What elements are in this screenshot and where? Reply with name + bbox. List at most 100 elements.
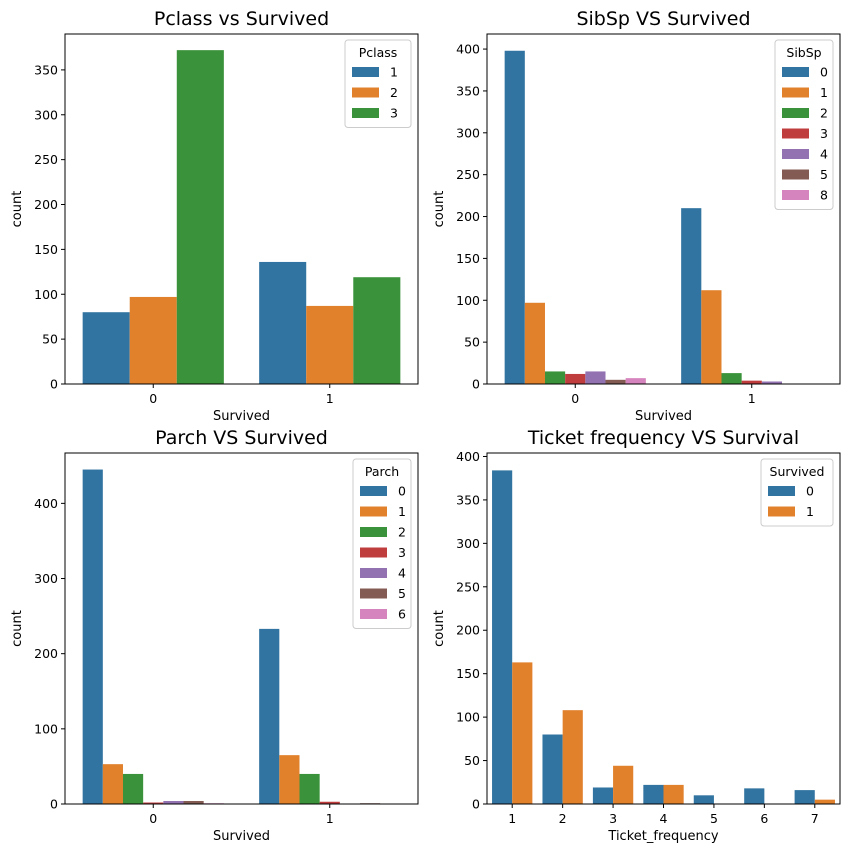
legend-label-3: 3 bbox=[820, 126, 828, 141]
legend-label-2: 2 bbox=[820, 106, 828, 121]
legend-swatch-5 bbox=[782, 169, 809, 180]
legend-swatch-5 bbox=[360, 588, 387, 599]
x-tick-label: 0 bbox=[571, 391, 579, 406]
legend-label-5: 5 bbox=[820, 167, 828, 182]
bar-3-0 bbox=[592, 787, 614, 804]
y-tick-label: 100 bbox=[456, 710, 480, 725]
axes-frame bbox=[64, 33, 419, 385]
legend-swatch-3 bbox=[352, 108, 379, 118]
legend-label-2: 2 bbox=[398, 525, 406, 540]
y-tick-label: 300 bbox=[456, 536, 480, 551]
bar-1-2 bbox=[721, 373, 742, 384]
chart-title: Pclass vs Survived bbox=[154, 8, 329, 30]
axes-frame bbox=[486, 33, 841, 385]
legend-label-0: 0 bbox=[398, 484, 406, 499]
bar-1-4 bbox=[761, 381, 783, 384]
bar-0-1 bbox=[524, 302, 545, 384]
bar-0-2 bbox=[544, 371, 566, 384]
bar-0-0 bbox=[82, 469, 103, 804]
y-tick-label: 200 bbox=[34, 197, 58, 212]
x-tick-label: 3 bbox=[609, 811, 617, 826]
x-tick-label: 2 bbox=[559, 811, 567, 826]
legend: Survived 0 1 bbox=[760, 458, 834, 527]
x-axis-label: Ticket_frequency bbox=[607, 829, 718, 844]
legend-swatch-2 bbox=[782, 108, 809, 118]
subplot-1: 0 50 100 150 200 250 300 350 0 1 Survived count Pcla… bbox=[10, 8, 419, 424]
bar-0-2 bbox=[122, 773, 144, 804]
y-tick-label: 250 bbox=[34, 152, 58, 167]
bar-0-3 bbox=[176, 50, 224, 385]
bar-1-3 bbox=[741, 380, 762, 384]
bar-5-0 bbox=[693, 795, 714, 804]
legend-title: Parch bbox=[365, 464, 399, 479]
bar-1-0 bbox=[259, 628, 280, 804]
legend-label-0: 0 bbox=[820, 65, 828, 80]
bar-1-1 bbox=[512, 662, 533, 804]
x-axis-label: Survived bbox=[213, 409, 270, 424]
x-tick-label: 6 bbox=[760, 811, 768, 826]
bar-0-8 bbox=[625, 378, 646, 384]
legend-swatch-0 bbox=[360, 486, 387, 496]
legend-box bbox=[774, 39, 834, 210]
x-axis-label: Survived bbox=[635, 409, 692, 424]
legend-label-1: 1 bbox=[806, 504, 814, 519]
bar-7-0 bbox=[794, 790, 815, 804]
bar-0-4 bbox=[585, 371, 606, 384]
bar-2-1 bbox=[562, 710, 583, 804]
legend: Parch 0 1 2 3 4 5 6 bbox=[352, 458, 412, 629]
subplot-4: 0 50 100 150 200 250 300 350 400 1 2 3 4 5 6 7 Ticket_fr… bbox=[432, 427, 841, 844]
y-tick-label: 400 bbox=[34, 496, 58, 511]
legend: SibSp 0 1 2 3 4 5 8 bbox=[774, 39, 834, 210]
y-tick-label: 50 bbox=[464, 753, 480, 768]
x-tick-label: 0 bbox=[149, 811, 157, 826]
bar-0-4 bbox=[163, 800, 184, 804]
bar-1-3 bbox=[319, 801, 340, 804]
bar-1-1 bbox=[279, 755, 300, 804]
legend-title: Pclass bbox=[359, 45, 398, 60]
legend-label-3: 3 bbox=[390, 106, 398, 121]
y-tick-label: 100 bbox=[456, 293, 480, 308]
legend-title: Survived bbox=[770, 464, 825, 479]
legend-swatch-2 bbox=[352, 87, 379, 98]
legend-box bbox=[344, 39, 412, 128]
x-tick-label: 1 bbox=[508, 811, 516, 826]
chart-title: Ticket frequency VS Survival bbox=[527, 427, 799, 449]
y-tick-label: 200 bbox=[456, 209, 480, 224]
subplot-3: 0 100 200 300 400 0 1 Survived count Parch VS Sur… bbox=[10, 427, 419, 844]
legend-swatch-1 bbox=[360, 506, 387, 517]
legend-swatch-4 bbox=[360, 568, 387, 578]
axes-frame bbox=[64, 452, 419, 805]
y-tick-label: 0 bbox=[50, 377, 58, 392]
y-tick-label: 150 bbox=[456, 666, 480, 681]
x-tick-label: 1 bbox=[326, 391, 334, 406]
bar-0-2 bbox=[129, 296, 177, 384]
bar-4-0 bbox=[643, 784, 664, 804]
legend-box bbox=[352, 458, 412, 629]
legend-swatch-2 bbox=[360, 527, 387, 537]
y-axis-label: count bbox=[432, 610, 447, 647]
legend-swatch-4 bbox=[782, 149, 809, 159]
legend-label-1: 1 bbox=[390, 65, 398, 80]
chart-title: Parch VS Survived bbox=[155, 427, 328, 449]
legend-swatch-8 bbox=[782, 190, 809, 200]
y-tick-label: 100 bbox=[34, 287, 58, 302]
x-tick-label: 1 bbox=[326, 811, 334, 826]
legend-label-3: 3 bbox=[398, 545, 406, 560]
y-tick-label: 300 bbox=[34, 107, 58, 122]
y-tick-label: 250 bbox=[456, 579, 480, 594]
bar-1-1 bbox=[701, 290, 722, 384]
bar-1-0 bbox=[492, 470, 513, 804]
bar-0-5 bbox=[183, 800, 204, 804]
legend-label-0: 0 bbox=[806, 484, 814, 499]
legend-label-4: 4 bbox=[820, 147, 828, 162]
bar-3-1 bbox=[613, 765, 634, 804]
bar-0-1 bbox=[82, 312, 130, 384]
bar-1-2 bbox=[306, 305, 354, 384]
bar-1-1 bbox=[259, 261, 307, 384]
bar-0-5 bbox=[605, 379, 626, 384]
legend-label-4: 4 bbox=[398, 566, 406, 581]
y-axis-label: count bbox=[432, 191, 447, 228]
y-tick-label: 350 bbox=[456, 492, 480, 507]
